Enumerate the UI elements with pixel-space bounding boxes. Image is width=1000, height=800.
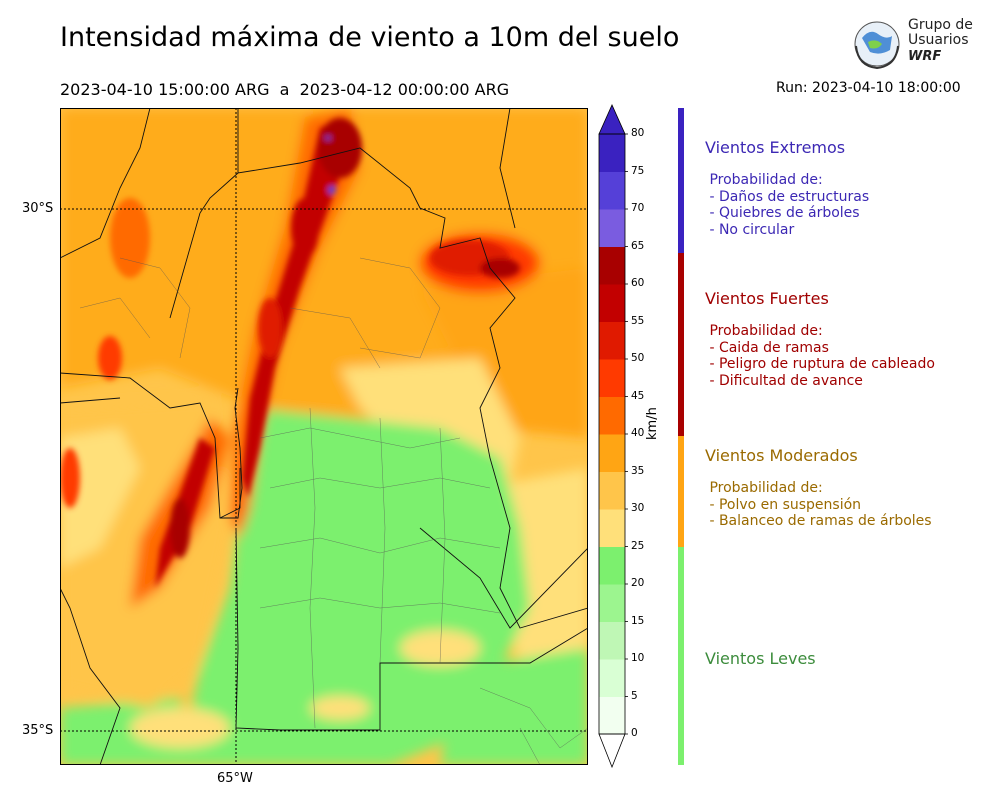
strong-wind-cores <box>60 118 520 588</box>
lon-label-65w: 65°W <box>217 771 253 786</box>
colorbar-tick-label: 0 <box>631 727 638 739</box>
wind-map <box>60 108 588 765</box>
colorbar-tick-label: 5 <box>631 689 638 702</box>
colorbar-tick-label: 70 <box>631 202 645 214</box>
logo-line-1: Grupo de <box>908 17 973 33</box>
colorbar-segment <box>599 696 625 735</box>
colorbar-segment <box>599 171 625 210</box>
colorbar-segment <box>599 509 625 547</box>
run-time: Run: 2023-04-10 18:00:00 <box>776 80 961 96</box>
colorbar-segment <box>599 396 625 435</box>
colorbar-tick-label: 55 <box>631 314 645 327</box>
lat-label-30s: 30°S <box>22 201 54 216</box>
category-bar-extremos <box>678 108 684 253</box>
colorbar-segment <box>599 471 625 510</box>
province-borders <box>60 108 588 765</box>
wrf-logo: Grupo de Usuarios WRF <box>848 16 978 74</box>
colorbar-tick-label: 25 <box>631 539 645 552</box>
category-bar-leves <box>678 547 684 765</box>
colorbar-tick-label: 75 <box>631 164 645 177</box>
logo-line-2: Usuarios <box>908 32 969 48</box>
legend-title-extremos: Vientos Extremos <box>705 138 846 157</box>
legend-title-fuertes: Vientos Fuertes <box>705 289 829 308</box>
category-bar-moderados <box>678 436 684 547</box>
globe-icon <box>854 21 900 70</box>
colorbar-tick-label: 65 <box>631 239 645 252</box>
colorbar-segment <box>599 621 625 660</box>
colorbar <box>598 104 628 768</box>
legend-text-moderados: Probabilidad de: - Polvo en suspensión -… <box>709 480 932 529</box>
legend-text-fuertes: Probabilidad de: - Caida de ramas - Peli… <box>709 323 935 389</box>
colorbar-extend-min <box>598 733 626 768</box>
colorbar-segment <box>599 546 625 585</box>
colorbar-segment <box>599 584 625 622</box>
colorbar-segment <box>599 434 625 472</box>
colorbar-tick-label: 15 <box>631 614 645 627</box>
colorbar-tick-label: 60 <box>631 277 645 289</box>
colorbar-extend-max <box>598 104 626 135</box>
colorbar-tick-label: 40 <box>631 427 645 439</box>
logo-line-3: WRF <box>908 49 942 64</box>
category-bar-fuertes <box>678 253 684 436</box>
legend-text-extremos: Probabilidad de: - Daños de estructuras … <box>709 172 870 238</box>
colorbar-tick-label: 35 <box>631 464 645 477</box>
wind-field <box>60 108 588 765</box>
legend-title-moderados: Vientos Moderados <box>705 446 858 465</box>
colorbar-segment <box>599 659 625 697</box>
map-frame <box>60 108 588 765</box>
colorbar-segment <box>599 321 625 360</box>
map-title: Intensidad máxima de viento a 10m del su… <box>60 22 680 53</box>
colorbar-tick-label: 50 <box>631 352 645 364</box>
units-label: km/h <box>645 407 660 440</box>
legend-title-leves: Vientos Leves <box>705 649 816 668</box>
colorbar-tick-label: 30 <box>631 502 645 514</box>
colorbar-tick-label: 80 <box>631 127 645 139</box>
colorbar-tick-label: 45 <box>631 389 645 402</box>
colorbar-segment <box>599 209 625 247</box>
forecast-period: 2023-04-10 15:00:00 ARG a 2023-04-12 00:… <box>60 80 510 99</box>
colorbar-segment <box>599 134 625 172</box>
colorbar-segment <box>599 359 625 397</box>
department-borders <box>79 257 588 765</box>
colorbar-segment <box>599 284 625 322</box>
colorbar-tick-label: 20 <box>631 577 645 589</box>
colorbar-tick-label: 10 <box>631 652 645 664</box>
lat-label-35s: 35°S <box>22 723 54 738</box>
colorbar-segment <box>599 246 625 285</box>
